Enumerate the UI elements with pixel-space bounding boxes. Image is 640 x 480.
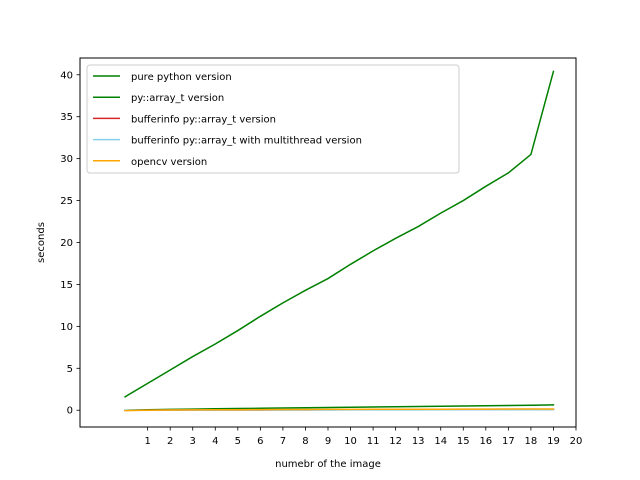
- legend-label-2: bufferinfo py::array_t version: [131, 114, 276, 125]
- y-tick-label: 15: [60, 280, 73, 291]
- y-tick-label: 25: [60, 196, 73, 207]
- x-tick-label: 20: [570, 436, 583, 447]
- x-tick-label: 4: [212, 436, 218, 447]
- x-tick-label: 12: [389, 436, 402, 447]
- x-tick-label: 19: [547, 436, 560, 447]
- x-tick-label: 3: [190, 436, 196, 447]
- x-axis-label: numebr of the image: [275, 459, 381, 470]
- legend-label-0: pure python version: [131, 72, 232, 83]
- series-line-0: [124, 70, 555, 398]
- y-tick-label: 40: [60, 70, 73, 81]
- x-tick-label: 5: [235, 436, 241, 447]
- x-tick-label: 9: [325, 436, 331, 447]
- y-axis-ticks: 0 5 10 15 20 25 30 35 40: [60, 70, 80, 417]
- x-tick-label: 8: [302, 436, 308, 447]
- x-tick-label: 13: [412, 436, 425, 447]
- x-tick-label: 14: [434, 436, 447, 447]
- x-tick-label: 11: [367, 436, 380, 447]
- legend-label-4: opencv version: [131, 157, 207, 168]
- y-tick-label: 35: [60, 112, 73, 123]
- y-tick-label: 0: [67, 406, 73, 417]
- x-tick-label: 18: [525, 436, 538, 447]
- legend-label-3: bufferinfo py::array_t with multithread …: [131, 136, 362, 147]
- y-tick-label: 10: [60, 322, 73, 333]
- x-tick-label: 7: [280, 436, 286, 447]
- x-tick-label: 16: [479, 436, 492, 447]
- legend-label-1: py::array_t version: [131, 93, 224, 104]
- x-tick-label: 15: [457, 436, 470, 447]
- x-tick-label: 2: [167, 436, 173, 447]
- series-line-1: [124, 404, 555, 411]
- y-tick-label: 30: [60, 154, 73, 165]
- y-axis-label: seconds: [36, 222, 47, 263]
- x-tick-label: 10: [344, 436, 357, 447]
- x-axis-ticks: 1 2 3 4 5 6 7 8 9 10 11 12 13 14 15 16 17 18 19 20: [144, 427, 582, 447]
- legend-box: [86, 64, 460, 174]
- series-layer: [124, 70, 555, 412]
- x-tick-label: 17: [502, 436, 515, 447]
- y-tick-label: 5: [67, 364, 73, 375]
- y-tick-label: 20: [60, 238, 73, 249]
- x-tick-label: 6: [257, 436, 263, 447]
- series-line-4: [124, 408, 555, 412]
- x-tick-label: 1: [144, 436, 150, 447]
